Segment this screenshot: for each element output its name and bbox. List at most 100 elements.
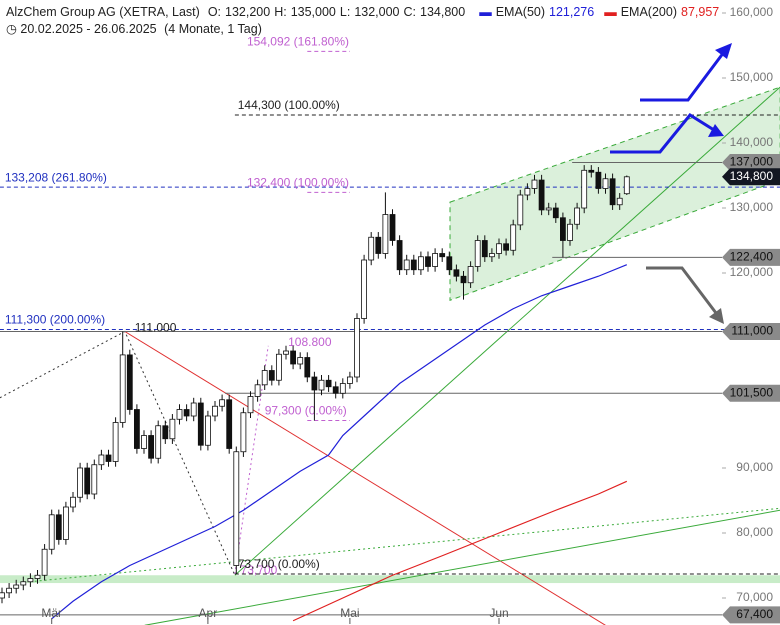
price-box-label: 122,400	[730, 250, 774, 264]
trendline	[144, 509, 780, 625]
field-key: L:	[339, 5, 351, 19]
arrow-up	[640, 51, 726, 102]
fib-label: 111.000	[135, 321, 177, 335]
candle-body	[425, 256, 431, 267]
candle-body	[361, 259, 368, 319]
candle-body	[524, 188, 531, 196]
candle-body	[268, 370, 275, 381]
trendline	[124, 331, 606, 625]
arrow-mid	[610, 113, 715, 154]
x-tick-label: Apr	[199, 606, 218, 620]
candle-body	[311, 376, 318, 391]
title: AlzChem Group AG (XETRA, Last)	[6, 5, 200, 19]
candle-body	[261, 370, 268, 386]
candle-body	[297, 357, 304, 365]
candle-body	[247, 396, 254, 414]
field-value: 135,000	[290, 5, 336, 19]
span: (4 Monate, 1 Tag)	[164, 22, 262, 36]
candle-body	[112, 422, 119, 462]
candle-body	[169, 418, 176, 440]
header-line-2: ◷ 20.02.2025 - 26.06.2025 (4 Monate, 1 T…	[6, 22, 262, 36]
price-box	[722, 168, 780, 186]
candle-body	[226, 399, 233, 449]
legend-value: 87,957	[681, 5, 720, 19]
legend-value: 121,276	[549, 5, 595, 19]
candle-body	[105, 454, 112, 462]
candle-body	[219, 399, 226, 407]
field-value: 132,000	[354, 5, 400, 19]
candle-body	[6, 587, 12, 594]
candle-body	[375, 236, 382, 254]
price-box-label: 111,000	[731, 324, 773, 338]
y-tick-label: 160,000	[730, 5, 774, 19]
candle-body	[417, 256, 424, 271]
ohlc: O: 132,200 H: 135,000 L: 132,000 C: 134,800	[208, 5, 469, 19]
candle-body	[481, 240, 488, 258]
period: 20.02.2025 - 26.06.2025	[20, 22, 157, 36]
candle-body	[77, 467, 83, 498]
candle-body	[403, 259, 410, 271]
legend-name: EMA(50)	[495, 5, 546, 19]
trendline	[234, 345, 269, 575]
x-tick-label: Mai	[340, 606, 359, 620]
header-line-1: AlzChem Group AG (XETRA, Last) O: 132,200 H…	[6, 4, 727, 21]
candle-body	[538, 179, 545, 211]
candle-body	[212, 405, 218, 417]
header: AlzChem Group AG (XETRA, Last) O: 132,200 H…	[6, 4, 727, 38]
candle-body	[446, 256, 453, 271]
candle-body	[155, 425, 162, 459]
candle-body	[27, 578, 34, 583]
y-tick-label: 120,000	[730, 265, 774, 279]
candle-body	[368, 236, 375, 261]
candle-body	[616, 197, 623, 206]
legend-swatch: ▬	[604, 5, 617, 19]
ema-line	[51, 264, 628, 620]
candle-body	[318, 379, 325, 391]
candle-body	[254, 384, 261, 397]
candle-body	[84, 467, 91, 495]
candle-body	[488, 253, 495, 258]
candle-body	[517, 194, 524, 226]
candle-body	[432, 253, 439, 267]
y-tick-label: 80,000	[736, 525, 773, 539]
candle-body	[346, 376, 353, 384]
field-value: 134,800	[420, 5, 466, 19]
arrow-head	[709, 308, 724, 324]
candle-body	[609, 178, 616, 206]
arrow-head	[715, 43, 732, 59]
candle-body	[382, 214, 389, 254]
field-key: H:	[274, 5, 287, 19]
legend: ▬ EMA(50) 121,276 ▬ EMA(200) 87,957	[473, 5, 723, 19]
arrows	[610, 43, 732, 324]
fib-label: 133,208 (261.80%)	[5, 170, 107, 184]
candle-body	[545, 207, 552, 211]
candle-body	[503, 243, 510, 251]
candle-body	[70, 496, 76, 508]
arrow-head	[708, 124, 724, 137]
candle-body	[396, 240, 403, 271]
price-box	[722, 606, 780, 624]
candle-body	[141, 435, 147, 449]
candle-body	[325, 379, 332, 388]
candle-body	[133, 409, 140, 449]
price-box	[722, 384, 780, 402]
candle-body	[0, 592, 5, 599]
candle-body	[581, 169, 588, 209]
candle-body	[460, 275, 467, 284]
candle-body	[98, 454, 105, 466]
candle-body	[190, 402, 197, 417]
candle-body	[560, 217, 566, 241]
candle-body	[204, 415, 211, 446]
candle-body	[602, 178, 609, 189]
price-box-label: 137,000	[730, 155, 774, 169]
candle-body	[55, 514, 62, 540]
candle-body	[623, 176, 630, 195]
candle-body	[389, 214, 396, 241]
field-value: 132,200	[225, 5, 271, 19]
candle-body	[183, 409, 190, 417]
price-box-label: 101,500	[730, 385, 774, 399]
candle-body	[339, 383, 346, 394]
candle-body	[354, 318, 360, 378]
fib-label: 144,300 (100.00%)	[238, 98, 340, 112]
candle-body	[552, 207, 559, 219]
